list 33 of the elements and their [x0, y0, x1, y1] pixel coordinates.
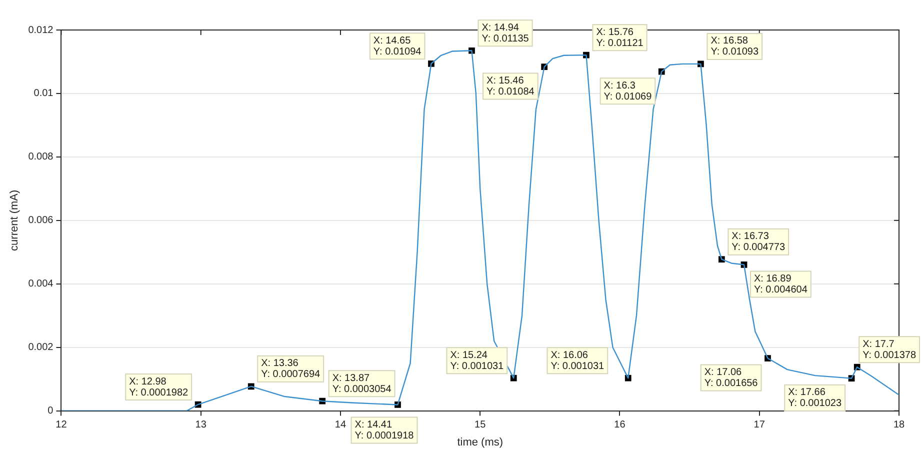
- y-tick-label: 0.008: [28, 152, 54, 163]
- x-tick-label: 17: [754, 420, 766, 431]
- x-tick-label: 15: [474, 420, 486, 431]
- annotation: X: 16.73 Y: 0.004773: [732, 231, 786, 254]
- y-tick-label: 0: [48, 406, 54, 417]
- x-tick-label: 18: [893, 420, 905, 431]
- annotation: X: 15.24 Y: 0.001031: [450, 350, 504, 372]
- y-tick-label: 0.006: [28, 215, 54, 226]
- annotation: X: 13.36 Y: 0.0007694: [261, 358, 321, 380]
- annotation: X: 13.87 Y: 0.0003054: [332, 372, 392, 395]
- x-axis-title: time (ms): [457, 436, 504, 448]
- annotation: X: 17.66 Y: 0.001023: [788, 387, 842, 410]
- y-axis-title: current (mA): [8, 190, 21, 251]
- annotation: X: 14.41 Y: 0.0001918: [354, 419, 414, 442]
- x-tick-label: 13: [195, 420, 207, 431]
- x-tick-label: 14: [334, 420, 346, 431]
- x-tick-label: 16: [614, 420, 626, 431]
- annotation: X: 16.58 Y: 0.01093: [710, 36, 759, 58]
- x-tick-label: 12: [56, 420, 68, 431]
- y-tick-label: 0.004: [28, 278, 54, 290]
- annotation: X: 12.98 Y: 0.0001982: [129, 376, 188, 398]
- annotation: X: 15.76 Y: 0.01121: [596, 26, 644, 49]
- annotation: X: 14.94 Y: 0.01135: [482, 22, 530, 44]
- annotation: X: 16.06 Y: 0.001031: [550, 350, 605, 372]
- annotation: X: 17.06 Y: 0.001656: [704, 367, 758, 389]
- annotation: X: 16.3 Y: 0.01069: [604, 80, 652, 102]
- annotation: X: 14.65 Y: 0.01094: [373, 35, 422, 58]
- y-tick-label: 0.012: [28, 24, 54, 36]
- y-tick-label: 0.002: [28, 342, 54, 354]
- annotation: X: 15.46 Y: 0.01084: [486, 76, 535, 98]
- annotation: X: 17.7 Y: 0.001378: [862, 338, 916, 361]
- annotation: X: 16.89 Y: 0.004604: [754, 273, 808, 296]
- y-tick-label: 0.01: [34, 88, 54, 100]
